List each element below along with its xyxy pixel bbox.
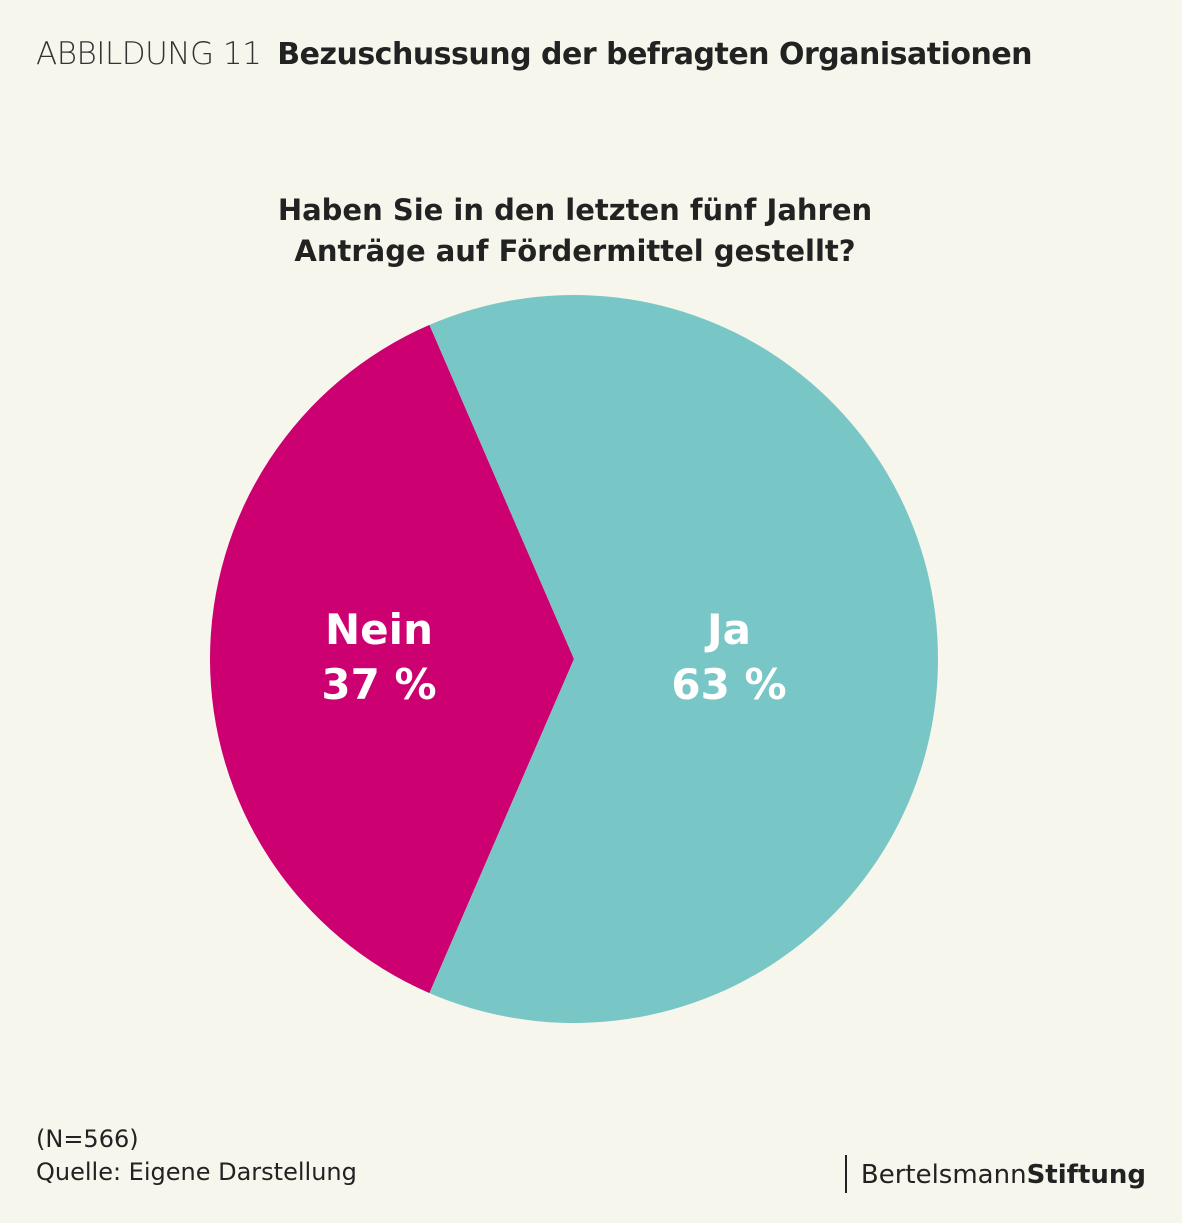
- figure-title: Bezuschussung der befragten Organisation…: [277, 37, 1033, 72]
- slice-value-nein: 37 %: [321, 660, 436, 709]
- pie-slice-nein: [209, 324, 574, 994]
- pie-slice-ja: [429, 295, 938, 1024]
- slice-value-ja: 63 %: [671, 660, 786, 709]
- question-line-2: Anträge auf Fördermittel gestellt?: [294, 234, 856, 268]
- footer: (N=566) Quelle: Eigene Darstellung: [36, 1123, 357, 1189]
- question-line-1: Haben Sie in den letzten fünf Jahren: [277, 193, 873, 227]
- bertelsmann-stiftung-logo: BertelsmannStiftung: [844, 1155, 1146, 1193]
- logo-text-regular: Bertelsmann: [860, 1160, 1027, 1190]
- figure-header: ABBILDUNG 11 Bezuschussung der befragten …: [36, 34, 1033, 79]
- chart-question: Haben Sie in den letzten fünf Jahren Ant…: [0, 190, 1150, 272]
- slice-label-ja: Ja: [704, 605, 751, 654]
- logo-text-bold: Stiftung: [1026, 1160, 1146, 1190]
- sample-size-note: (N=566): [36, 1125, 139, 1153]
- figure-label: ABBILDUNG 11: [36, 36, 262, 72]
- source-note: Quelle: Eigene Darstellung: [36, 1158, 357, 1186]
- slice-label-nein: Nein: [325, 605, 433, 654]
